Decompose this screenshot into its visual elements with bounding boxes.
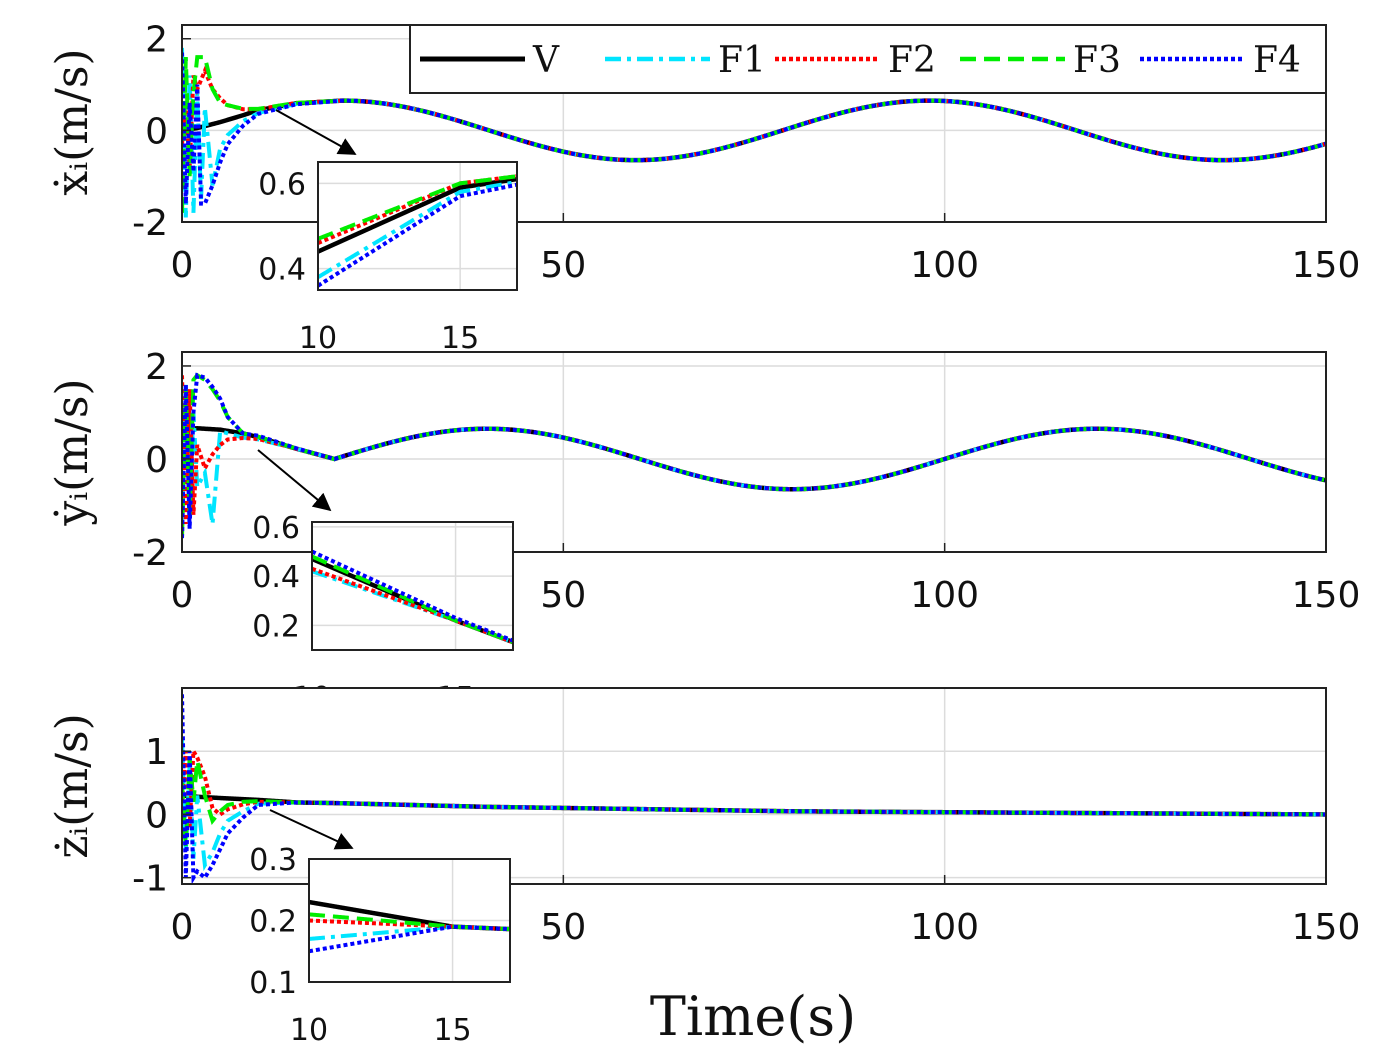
inset-y-tick-label: 0.3 [249, 843, 297, 878]
legend-label-f1: F1 [718, 40, 766, 81]
x-tick-label: 0 [171, 575, 194, 616]
axes-frame [181, 687, 1327, 885]
inset-series-line-f4 [309, 924, 510, 954]
inset-y-tick-label: 0.4 [258, 253, 306, 288]
legend: V F1 F2 F3 F4 [409, 24, 1327, 94]
inset-series-line-f1 [318, 179, 517, 279]
y-axis-label: żᵢ(m/s) [47, 713, 98, 859]
x-tick-label: 150 [1292, 575, 1361, 616]
series-line-f4 [182, 372, 1326, 539]
x-axis-label: Time(s) [650, 985, 856, 1048]
x-tick-label: 50 [540, 575, 586, 616]
y-tick-label: 0 [145, 440, 168, 481]
x-tick-label: 150 [1292, 907, 1361, 948]
inset-frame [311, 521, 514, 651]
y-tick-label: 2 [145, 347, 168, 388]
x-tick-label: 100 [910, 575, 979, 616]
x-tick-label: 0 [171, 245, 194, 286]
y-tick-label: 2 [145, 20, 168, 61]
zoom-arrow [275, 109, 357, 155]
inset-frame [317, 161, 518, 291]
plot-area [182, 688, 1326, 884]
inset-series-group [318, 174, 517, 288]
axes-frame [181, 351, 1327, 553]
y-tick-label: -1 [132, 859, 168, 900]
x-tick-label: 100 [910, 907, 979, 948]
inset-y-tick-label: 0.6 [258, 167, 306, 202]
inset-series-group [312, 549, 513, 645]
zoom-arrow [257, 449, 332, 512]
inset-y-tick-label: 0.4 [252, 560, 300, 595]
inset-x-tick-label: 15 [433, 1013, 471, 1048]
inset-series-group [309, 899, 510, 954]
inset-y-tick-label: 0.6 [252, 511, 300, 546]
legend-label-f3: F3 [1073, 40, 1121, 81]
inset-frame [308, 858, 511, 983]
y-tick-label: 0 [145, 795, 168, 836]
inset-x-tick-label: 10 [290, 1013, 328, 1048]
x-tick-label: 50 [540, 907, 586, 948]
x-tick-label: 150 [1292, 245, 1361, 286]
zoom-arrow [269, 809, 354, 850]
inset-y-tick-label: 0.2 [249, 905, 297, 940]
inset-z: 10 15 0.1 0.2 0.3 [249, 809, 511, 1048]
y-axis-label: ẋᵢ(m/s) [47, 48, 98, 195]
inset-x-tick-label: 10 [299, 321, 337, 356]
inset-x-tick-label: 15 [441, 321, 479, 356]
series-group [182, 694, 1326, 884]
inset-y-tick-label: 0.2 [252, 609, 300, 644]
plot-area [182, 352, 1326, 552]
inset-series-line-v [318, 176, 517, 254]
inset-y-tick-label: 0.1 [249, 966, 297, 1001]
series-group [182, 372, 1326, 539]
inset-x: 10 15 0.4 0.6 [258, 109, 518, 356]
series-group [182, 47, 1326, 218]
y-axis-label: ẏᵢ(m/s) [47, 378, 98, 526]
x-tick-label: 50 [540, 245, 586, 286]
inset-series-line-f3 [318, 174, 517, 241]
series-line-f4 [182, 52, 1326, 206]
y-tick-label: 1 [145, 732, 168, 773]
x-tick-label: 100 [910, 245, 979, 286]
legend-label-v: V [532, 40, 560, 81]
y-tick-label: -2 [132, 203, 168, 244]
inset-series-line-f4 [318, 182, 517, 288]
legend-label-f4: F4 [1253, 40, 1301, 81]
inset-series-line-f4 [312, 549, 513, 643]
x-tick-label: 0 [171, 907, 194, 948]
y-tick-label: 0 [145, 111, 168, 152]
y-tick-label: -2 [132, 533, 168, 574]
legend-label-f2: F2 [888, 40, 936, 81]
series-line-f4 [182, 694, 1326, 884]
